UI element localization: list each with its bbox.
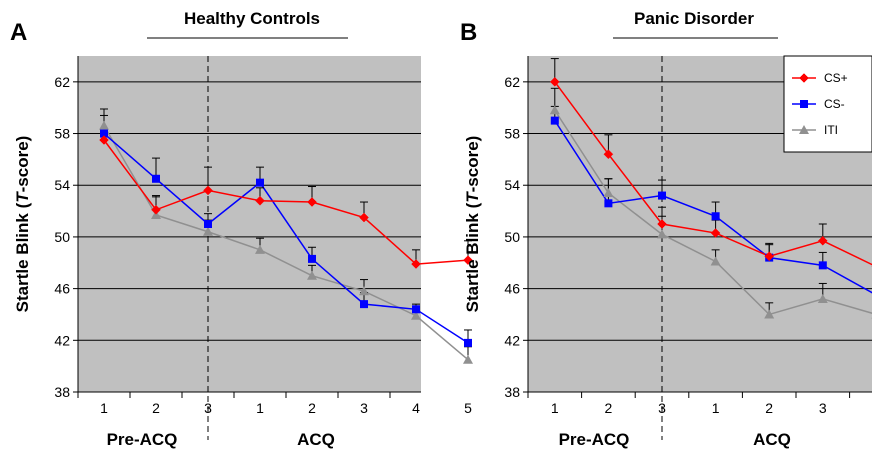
x-tick-label: 5 (464, 400, 472, 416)
x-tick-label: 1 (551, 400, 559, 416)
y-tick-label: 38 (54, 384, 70, 400)
point-cs (99, 135, 109, 145)
y-tick-label: 58 (54, 126, 70, 142)
point-cs (710, 228, 721, 238)
series-line-cs (103, 132, 469, 344)
y-tick-label: 58 (504, 126, 520, 142)
phase-label: Pre-ACQ (559, 430, 630, 449)
point-cs (603, 149, 614, 160)
point-cs (550, 116, 559, 125)
point-cs (100, 129, 108, 138)
point-cs (412, 305, 420, 314)
x-tick-label: 3 (360, 400, 368, 416)
point-iti (657, 229, 667, 239)
point-iti (463, 354, 473, 364)
point-cs (255, 195, 265, 206)
point-cs (464, 338, 472, 347)
phase-label: Pre-ACQ (107, 430, 178, 449)
x-tick-label: 1 (100, 400, 108, 416)
panel-title: Healthy Controls (184, 9, 320, 28)
y-tick-label: 42 (54, 332, 70, 348)
point-iti (411, 310, 421, 320)
point-iti (359, 286, 369, 296)
y-axis-label-prefix: Startle Blink ( (13, 202, 32, 312)
y-axis-label: Startle Blink (T-score) (463, 136, 482, 313)
legend: CS+ CS- ITI (783, 55, 872, 153)
series-line-iti (554, 109, 872, 316)
point-cs (256, 178, 264, 187)
series-line-cs (554, 120, 872, 294)
panel-title: Panic Disorder (634, 9, 754, 28)
y-tick-label: 38 (504, 384, 520, 400)
point-iti (99, 120, 109, 130)
legend-label-cs: CS- (824, 97, 845, 111)
series-line-iti (103, 125, 469, 361)
y-tick-label: 50 (504, 229, 520, 245)
y-axis-label-prefix: Startle Blink ( (463, 202, 482, 312)
point-iti (710, 256, 721, 266)
x-tick-label: 4 (412, 400, 420, 416)
point-cs (360, 300, 368, 309)
point-cs (152, 174, 160, 183)
point-iti (307, 270, 317, 280)
point-iti (764, 309, 775, 319)
legend-label-iti: ITI (824, 123, 838, 137)
point-cs (549, 76, 560, 87)
y-axis-label-italic: T (13, 191, 32, 203)
y-tick-label: 42 (504, 332, 520, 348)
x-tick-label: 1 (256, 400, 264, 416)
phase-label: ACQ (297, 430, 335, 449)
legend-marker-iti (799, 125, 809, 134)
phase-label: ACQ (753, 430, 791, 449)
series-line-cs (554, 81, 872, 266)
point-iti (549, 105, 560, 115)
y-axis-label-suffix: -score) (13, 136, 32, 193)
y-tick-label: 54 (54, 177, 70, 193)
point-iti (817, 293, 828, 303)
point-cs (204, 220, 212, 228)
y-tick-label: 62 (54, 74, 70, 90)
point-cs (764, 251, 775, 262)
x-tick-label: 2 (605, 400, 613, 416)
legend-label-cs: CS+ (824, 71, 848, 85)
y-tick-label: 46 (504, 281, 520, 297)
point-cs (151, 204, 161, 215)
point-cs (411, 259, 421, 269)
y-axis-label-italic: T (463, 191, 482, 203)
y-axis-label: Startle Blink (T-score) (13, 136, 32, 313)
panel-letter: A (10, 19, 27, 46)
legend-marker-cs (800, 100, 808, 108)
legend-marker-cs (799, 73, 809, 83)
point-cs (818, 261, 827, 270)
point-cs (308, 254, 316, 263)
x-tick-label: 3 (819, 400, 827, 416)
x-tick-label: 2 (152, 400, 160, 416)
point-cs (463, 255, 473, 266)
point-cs (604, 199, 613, 208)
series-line-cs (103, 139, 469, 265)
point-iti (603, 187, 614, 197)
y-tick-label: 50 (54, 229, 70, 245)
plot-area (78, 56, 421, 392)
x-tick-label: 1 (712, 400, 720, 416)
x-tick-label: 2 (765, 400, 773, 416)
y-tick-label: 54 (504, 177, 520, 193)
point-iti (203, 226, 213, 236)
point-cs (307, 197, 317, 207)
y-tick-label: 62 (504, 74, 520, 90)
y-axis-label-suffix: -score) (463, 136, 482, 193)
point-cs (711, 212, 720, 221)
x-tick-label: 2 (308, 400, 316, 416)
point-cs (658, 191, 666, 200)
panel-letter: B (460, 19, 477, 46)
point-cs (203, 185, 213, 196)
point-iti (255, 244, 265, 254)
point-cs (817, 235, 828, 246)
point-cs (657, 219, 667, 229)
y-tick-label: 46 (54, 281, 70, 297)
point-cs (359, 212, 369, 223)
